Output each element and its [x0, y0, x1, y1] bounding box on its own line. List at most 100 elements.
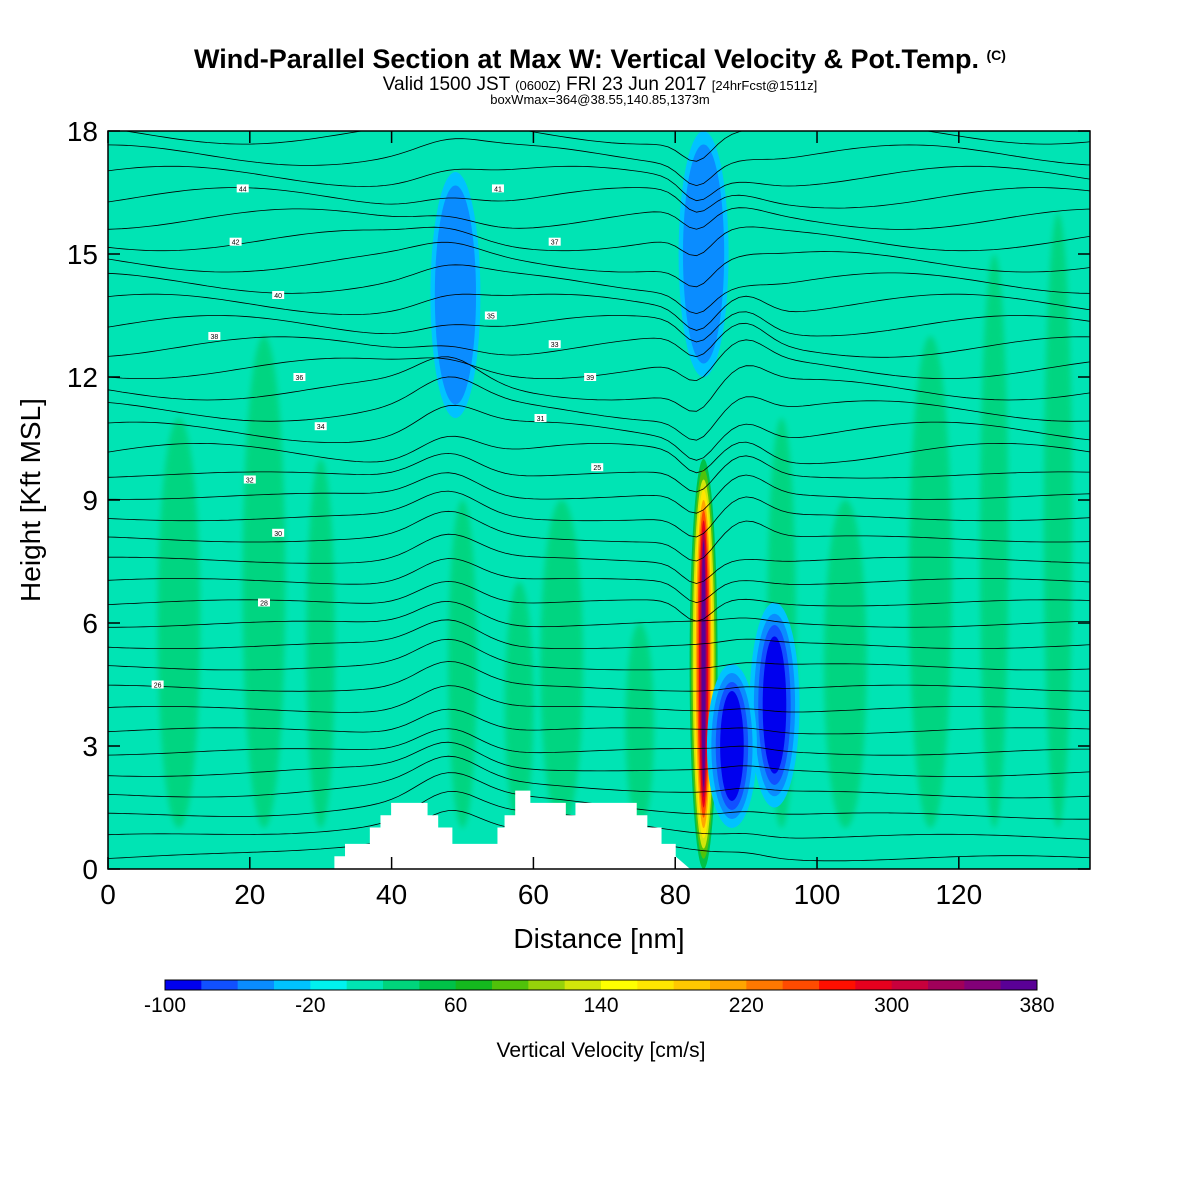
colorbar-swatch: [455, 980, 493, 990]
y-axis-title: Height [Kft MSL]: [15, 398, 46, 602]
colorbar-label: 380: [1019, 994, 1054, 1017]
contour-label-text: 33: [551, 342, 559, 349]
x-tick-label: 60: [518, 879, 549, 910]
theta-contour: [108, 241, 1090, 288]
downdraft-core: [682, 144, 725, 364]
contour-label-text: 31: [537, 416, 545, 423]
contour-label-text: 36: [296, 375, 304, 382]
theta-contour: [108, 311, 1090, 343]
y-tick-label: 12: [67, 362, 98, 393]
theta-contour: [108, 490, 1090, 538]
theta-contour: [108, 510, 1090, 562]
velocity-features: [157, 131, 1073, 869]
contour-label-bg: [584, 373, 597, 381]
contour-label: 33: [548, 340, 561, 349]
updraft-band: [540, 500, 584, 828]
theta-contour: [108, 741, 1090, 777]
colorbar-swatch: [383, 980, 420, 990]
colorbar-swatch: [964, 980, 1002, 990]
theta-contour: [108, 339, 1090, 382]
contour-label-bg: [151, 680, 164, 689]
colorbar-swatch: [637, 980, 675, 990]
contour-label: 40: [272, 291, 285, 300]
y-tick-label: 3: [82, 731, 98, 762]
theta-contour: [108, 293, 1090, 331]
contour-label-text: 35: [487, 314, 495, 321]
contour-label-text: 39: [586, 375, 594, 382]
contour-label-text: 32: [246, 478, 254, 485]
theta-contour: [108, 165, 1090, 202]
contour-label-bg: [591, 463, 604, 472]
forecast-info: [24hrFcst@1511z]: [711, 78, 818, 93]
theta-contour: [108, 376, 1090, 441]
theta-contour: [108, 708, 1090, 735]
contour-label-text: 37: [551, 240, 559, 247]
contour-label: 39: [584, 373, 597, 382]
contour-label: 41: [491, 184, 504, 193]
chart-title: Wind-Parallel Section at Max W: Vertical…: [0, 44, 1200, 75]
copyright-mark: (C): [986, 47, 1006, 63]
y-tick-label: 18: [67, 116, 98, 147]
theta-contour: [108, 226, 1090, 257]
colorbar-swatch: [855, 980, 893, 990]
contour-label-bg: [229, 237, 242, 246]
updraft-band: [242, 336, 286, 828]
colorbar-swatch: [928, 980, 965, 990]
y-tick-label: 0: [82, 854, 98, 885]
colorbar-swatch: [346, 980, 384, 990]
x-axis: 0 20 40 60 80 100 120: [100, 131, 982, 910]
contour-label-bg: [208, 332, 221, 340]
contour-label-bg: [272, 291, 285, 299]
contour-label-text: 38: [210, 334, 218, 341]
colorbar-swatch: [782, 980, 820, 990]
colorbar-label: 300: [874, 994, 909, 1017]
contour-label-bg: [491, 184, 504, 193]
theta-contour: [108, 97, 1094, 130]
valid-utc: (0600Z): [515, 78, 561, 93]
contour-label-bg: [548, 340, 561, 349]
contour-label: 34: [314, 422, 327, 431]
contour-label: 32: [243, 475, 256, 485]
colorbar-frame: [164, 979, 1038, 991]
updraft-band: [909, 336, 952, 828]
contour-label: 30: [272, 528, 285, 538]
colorbar-swatch: [492, 980, 529, 990]
contour-label-text: 30: [274, 531, 282, 538]
colorbar-swatch: [274, 980, 311, 990]
contour-label-bg: [534, 414, 547, 422]
theta-contour: [108, 452, 1090, 493]
colorbar: -100 -20 60 140 220 300 380: [144, 979, 1055, 1017]
contour-label: 37: [548, 237, 561, 247]
colorbar-swatch: [710, 980, 747, 990]
contour-label-bg: [236, 184, 249, 193]
theta-contour: [108, 580, 1090, 622]
x-tick-label: 120: [935, 879, 982, 910]
colorbar-swatch: [819, 980, 856, 990]
contour-label-bg: [243, 475, 256, 484]
downdraft-core: [767, 647, 782, 763]
colorbar-swatch: [1000, 980, 1038, 990]
theta-contour: [108, 728, 1090, 756]
valid-prefix: Valid 1500 JST: [382, 74, 510, 95]
theta-contour: [108, 685, 1090, 713]
colorbar-swatch: [528, 980, 566, 990]
y-tick-label: 9: [82, 485, 98, 516]
colorbar-swatch: [601, 980, 638, 990]
colorbar-swatch: [673, 980, 711, 990]
colorbar-label: -100: [144, 994, 186, 1017]
downdraft-core: [720, 691, 744, 801]
contour-label-text: 26: [154, 683, 162, 690]
contour-label-bg: [293, 373, 306, 381]
theta-contour: [108, 435, 1090, 474]
x-tick-label: 80: [660, 879, 691, 910]
contour-label-bg: [484, 311, 497, 320]
contour-label-text: 25: [593, 465, 601, 472]
x-tick-label: 20: [234, 879, 265, 910]
y-tick-label: 6: [82, 608, 98, 639]
contour-label: 25: [591, 463, 604, 472]
theta-contour: [108, 138, 1090, 187]
colorbar-swatch: [419, 980, 457, 990]
colorbar-label: 60: [444, 994, 467, 1017]
contour-label-text: 41: [494, 186, 502, 193]
contour-label: 35: [484, 311, 497, 321]
